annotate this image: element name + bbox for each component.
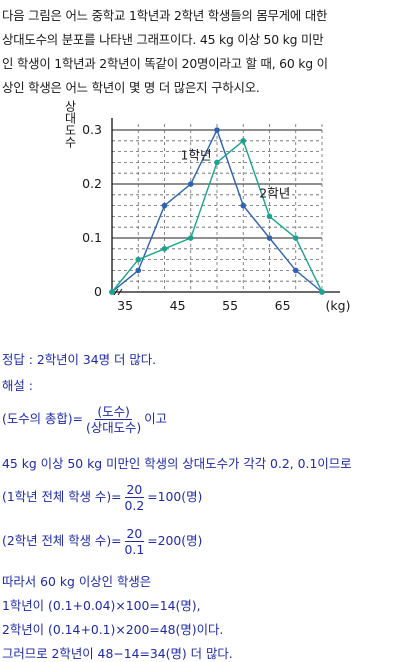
data-point-grade2 <box>135 256 142 263</box>
grade2-lhs: (2학년 전체 학생 수)= <box>2 533 122 548</box>
grade2-total-line: (2학년 전체 학생 수)= 20 0.1 =200(명) <box>2 526 202 557</box>
grade2-denominator: 0.1 <box>124 542 145 557</box>
answer-line: 정답 : 2학년이 34명 더 많다. <box>2 352 157 367</box>
grade1-numerator: 20 <box>124 482 145 498</box>
formula-line: (도수의 총합)= (도수) (상대도수) 이고 <box>2 404 167 435</box>
data-point-grade2 <box>292 235 299 241</box>
grade2-numerator: 20 <box>124 526 145 542</box>
x-tick-label: 65 <box>275 298 291 313</box>
series-label-grade2: 2학년 <box>259 186 290 201</box>
data-point-grade2 <box>187 235 194 241</box>
y-tick-label: 0 <box>94 284 102 299</box>
data-point-grade2 <box>240 138 247 144</box>
problem-line: 상인 학생은 어느 학년이 몇 명 더 많은지 구하시오. <box>2 80 260 95</box>
problem-line: 상대도수의 분포를 나타낸 그래프이다. 45 kg 이상 50 kg 미만 <box>2 32 324 47</box>
axes: 0.3 0.2 0.1 0 35 45 55 65 (kg) <box>82 118 350 313</box>
data-point-grade2 <box>109 289 115 295</box>
explanation-label: 해설 : <box>2 378 33 393</box>
axis-break-mark <box>113 288 123 296</box>
grade2-rhs: =200(명) <box>147 533 203 548</box>
y-tick-label: 0.1 <box>82 230 102 245</box>
formula-numerator: (도수) <box>95 404 132 420</box>
grade1-lhs: (1학년 전체 학생 수)= <box>2 489 122 504</box>
data-point-grade2 <box>266 213 273 220</box>
data-point-grade1 <box>292 267 299 274</box>
x-tick-label: 55 <box>222 298 238 313</box>
x-tick-label: 35 <box>117 298 133 313</box>
data-point-grade1 <box>161 202 168 209</box>
grid <box>112 124 323 292</box>
grade1-fraction: 20 0.2 <box>123 482 147 513</box>
series-layer: 1학년 2학년 <box>109 127 325 295</box>
formula-denominator: (상대도수) <box>86 420 142 435</box>
data-point-grade1 <box>240 202 247 209</box>
formula-lhs: (도수의 총합)= <box>2 411 83 426</box>
problem-line: 인 학생이 1학년과 2학년이 똑같이 20명이라고 할 때, 60 kg 이 <box>2 56 328 71</box>
final-line: 그러므로 2학년이 48−14=34(명) 더 많다. <box>2 646 233 661</box>
therefore-line: 따라서 60 kg 이상인 학생은 <box>2 574 152 589</box>
x-tick-label: 45 <box>170 298 186 313</box>
data-point-grade1 <box>214 127 220 133</box>
grade2-fraction: 20 0.1 <box>123 526 147 557</box>
data-point-grade2 <box>214 159 220 166</box>
y-axis-label: 상대도수 <box>63 100 77 148</box>
relative-frequency-graph: 상대도수 0.3 0.2 0.1 0 35 45 55 65 (kg) 1학년 2학년 <box>63 100 350 313</box>
grade1-rhs: =100(명) <box>147 489 203 504</box>
series-label-grade1: 1학년 <box>181 148 212 163</box>
data-point-grade1 <box>187 181 194 187</box>
formula-fraction: (도수) (상대도수) <box>84 404 143 435</box>
problem-text: 다음 그림은 어느 중학교 1학년과 2학년 학생들의 몸무게에 대한 상대도수… <box>2 4 398 100</box>
grade1-count-line: 1학년이 (0.1+0.04)×100=14(명), <box>2 598 201 613</box>
grade1-total-line: (1학년 전체 학생 수)= 20 0.2 =100(명) <box>2 482 202 513</box>
data-point-grade1 <box>266 235 273 241</box>
formula-tail: 이고 <box>144 411 168 426</box>
y-tick-label: 0.3 <box>82 122 102 137</box>
y-tick-label: 0.2 <box>82 176 102 191</box>
data-point-grade1 <box>135 267 142 274</box>
grade2-count-line: 2학년이 (0.14+0.1)×200=48(명)이다. <box>2 622 224 637</box>
data-point-grade2 <box>319 289 325 295</box>
problem-line: 다음 그림은 어느 중학교 1학년과 2학년 학생들의 몸무게에 대한 <box>2 8 328 23</box>
data-point-grade2 <box>161 246 168 252</box>
grade1-denominator: 0.2 <box>124 498 145 513</box>
x-unit-label: (kg) <box>326 298 351 313</box>
relative-frequency-line: 45 kg 이상 50 kg 미만인 학생의 상대도수가 각각 0.2, 0.1… <box>2 456 352 471</box>
